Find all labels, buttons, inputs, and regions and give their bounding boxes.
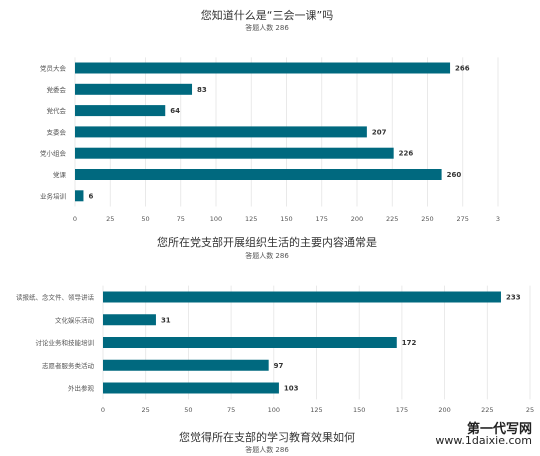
chart-title: 您所在党支部开展组织生活的主要内容通常是: [157, 235, 377, 249]
bar: [75, 62, 451, 74]
bar: [75, 169, 442, 180]
bar: [75, 190, 84, 202]
bar: [75, 126, 367, 138]
x-tick-label: 100: [210, 215, 222, 223]
chart-title: 您知道什么是“三会一课”吗: [201, 8, 333, 22]
category-label: 读报纸、念文件、领导讲话: [16, 293, 95, 302]
value-label: 260: [447, 171, 462, 179]
value-label: 233: [506, 294, 521, 302]
bar: [103, 359, 269, 371]
chart-title: 您觉得所在支部的学习教育效果如何: [179, 430, 355, 444]
bar: [103, 382, 279, 394]
x-tick-label: 25: [526, 406, 534, 414]
x-tick-label: 100: [268, 406, 280, 414]
x-tick-label: 225: [386, 215, 398, 223]
x-tick-label: 3: [496, 215, 500, 223]
x-tick-label: 150: [353, 406, 365, 414]
chart-subtitle: 答题人数 286: [245, 445, 289, 454]
x-tick-label: 25: [142, 406, 150, 414]
value-label: 226: [399, 150, 414, 158]
x-tick-label: 125: [245, 215, 257, 223]
category-label: 党课: [53, 170, 67, 179]
value-label: 6: [88, 192, 93, 200]
x-tick-label: 75: [177, 215, 185, 223]
bar: [75, 83, 193, 95]
bar: [103, 314, 156, 326]
value-label: 64: [170, 107, 180, 115]
watermark-text: 第一代写网: [466, 422, 532, 437]
watermark-url: www.1daixie.com: [435, 434, 532, 447]
value-label: 103: [284, 385, 299, 393]
category-label: 党代会: [47, 106, 67, 115]
bar: [103, 291, 501, 303]
category-label: 志愿者服务类活动: [42, 361, 95, 370]
category-label: 支委会: [47, 127, 67, 136]
bar: [103, 337, 397, 348]
x-tick-label: 200: [438, 406, 450, 414]
x-tick-label: 200: [351, 215, 363, 223]
category-label: 党委会: [47, 85, 67, 94]
category-label: 外出参观: [68, 384, 95, 393]
category-label: 党小组会: [40, 149, 67, 158]
value-label: 172: [402, 339, 417, 347]
x-tick-label: 75: [227, 406, 235, 414]
x-tick-label: 275: [457, 215, 469, 223]
x-tick-label: 175: [316, 215, 328, 223]
bar: [75, 105, 166, 117]
value-label: 97: [274, 362, 284, 370]
category-label: 文化娱乐活动: [55, 315, 95, 324]
x-tick-label: 250: [421, 215, 433, 223]
chart-subtitle: 答题人数 286: [245, 23, 289, 32]
bar: [75, 147, 394, 159]
category-label: 党员大会: [40, 64, 67, 73]
x-tick-label: 50: [141, 215, 149, 223]
category-label: 业务培训: [40, 191, 66, 200]
x-tick-label: 25: [106, 215, 114, 223]
x-tick-label: 225: [481, 406, 493, 414]
chart-subtitle: 答题人数 286: [245, 251, 289, 260]
value-label: 266: [455, 65, 470, 73]
x-tick-label: 0: [73, 215, 77, 223]
x-tick-label: 50: [184, 406, 192, 414]
x-tick-label: 150: [280, 215, 292, 223]
category-label: 讨论业务和技能培训: [36, 338, 95, 347]
value-label: 31: [161, 316, 171, 324]
value-label: 207: [372, 128, 387, 136]
x-tick-label: 125: [310, 406, 322, 414]
x-tick-label: 0: [101, 406, 105, 414]
x-tick-label: 175: [396, 406, 408, 414]
value-label: 83: [197, 86, 207, 94]
